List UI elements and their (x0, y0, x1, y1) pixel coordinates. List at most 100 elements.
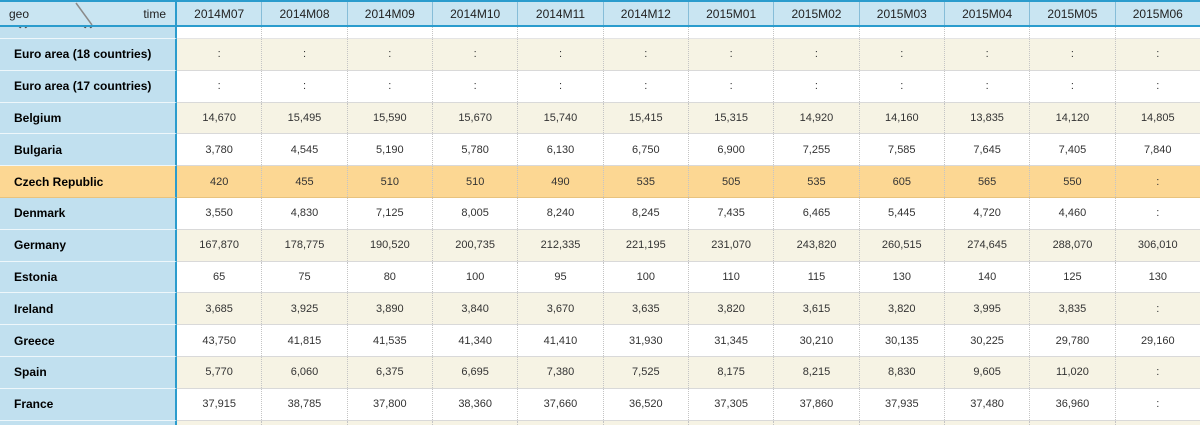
table-cell: : (217, 48, 221, 61)
column-header-2015M06[interactable]: 2015M06 (1114, 2, 1200, 25)
table-cell: 8,240 (517, 197, 602, 229)
table-cell: 30,225 (943, 325, 1029, 356)
empty-cell (346, 27, 432, 38)
table-cell: 6,375 (346, 356, 432, 388)
table-row: Czech Republic 420 455 510 510 490 535 505 535 60… (0, 166, 1200, 198)
table-cell: 8,830 (858, 356, 944, 388)
row-label[interactable]: Euro area (17 countries) (0, 70, 177, 103)
table-cell: 7,435 (687, 197, 773, 229)
table-cell: : (1029, 70, 1114, 102)
row-label[interactable]: Estonia (0, 261, 177, 294)
column-header-2014M08[interactable]: 2014M08 (261, 2, 346, 25)
table-cell: 15,670 (431, 102, 517, 134)
table-cell: 31,345 (687, 325, 773, 356)
table-cell: 38,785 (261, 388, 346, 420)
table-cell: 3,890 (346, 293, 432, 325)
empty-cell (773, 27, 858, 38)
row-label[interactable]: Germany (0, 229, 177, 262)
row-label[interactable]: Greece (0, 325, 177, 357)
table-row: Estonia 65 75 80 100 95 100 110 115 130 140 125 130 (0, 261, 1200, 294)
empty-cell (773, 420, 858, 425)
table-cell: 243,820 (773, 229, 858, 261)
table-cell: 100 (431, 261, 517, 293)
table-cell: 41,535 (346, 325, 432, 356)
table-cell: 4,830 (261, 197, 346, 229)
table-cell: 37,305 (687, 388, 773, 420)
column-header-2014M10[interactable]: 2014M10 (431, 2, 517, 25)
table-cell: 41,410 (517, 325, 602, 356)
empty-cell (687, 27, 773, 38)
table-cell: 221,195 (602, 229, 688, 261)
row-label[interactable]: Spain (0, 356, 177, 389)
column-header-2014M07[interactable]: 2014M07 (194, 6, 245, 21)
table-cell: : (1114, 197, 1200, 229)
row-label[interactable]: France (0, 388, 177, 421)
column-header-2015M04[interactable]: 2015M04 (943, 2, 1029, 25)
row-label[interactable]: Ireland (0, 293, 177, 326)
table-cell: 37,480 (943, 388, 1029, 420)
table-cell: 8,005 (431, 197, 517, 229)
table-cell: 75 (261, 261, 346, 293)
geo-time-corner-cell[interactable]: geo time (0, 2, 177, 25)
table-cell: 36,960 (1029, 388, 1114, 420)
column-header-2015M01[interactable]: 2015M01 (687, 2, 773, 25)
column-header-2015M02[interactable]: 2015M02 (773, 2, 858, 25)
table-cell: 6,465 (773, 197, 858, 229)
row-data: 167,870 178,775 190,520 200,735 212,335 221,1… (177, 229, 1200, 262)
table-cell: 535 (602, 166, 688, 197)
empty-cell (687, 420, 773, 425)
empty-cell (602, 27, 688, 38)
table-cell: : (431, 39, 517, 70)
empty-cell (177, 27, 261, 38)
table-cell: 420 (209, 175, 229, 188)
table-cell: 36,520 (602, 388, 688, 420)
empty-cell (602, 420, 688, 425)
table-cell: 535 (773, 166, 858, 197)
table-cell: : (858, 70, 944, 102)
table-header-row: geo time 2014M07 2014M08 2014M09 2014M10 201… (0, 0, 1200, 27)
table-cell: 8,215 (773, 356, 858, 388)
column-header-2015M03[interactable]: 2015M03 (858, 2, 944, 25)
cutoff-mark-icon (83, 27, 93, 32)
table-cell: 8,175 (687, 356, 773, 388)
row-label[interactable]: Euro area (18 countries) (0, 39, 177, 71)
table-cell: 8,245 (602, 197, 688, 229)
table-cell: 510 (346, 166, 432, 197)
table-cell: 110 (687, 261, 773, 293)
table-cell: : (517, 70, 602, 102)
table-cell: 30,210 (773, 325, 858, 356)
row-label[interactable]: Belgium (0, 102, 177, 135)
column-header-2015M05[interactable]: 2015M05 (1029, 2, 1114, 25)
column-header-2014M12[interactable]: 2014M12 (602, 2, 688, 25)
row-label[interactable]: Bulgaria (0, 134, 177, 167)
table-cell: 29,780 (1029, 325, 1114, 356)
empty-cell (1114, 420, 1200, 425)
table-cell: : (431, 70, 517, 102)
table-cell: 130 (858, 261, 944, 293)
table-cell: 29,160 (1114, 325, 1200, 356)
cutoff-row-label (0, 27, 177, 39)
table-cell: : (261, 39, 346, 70)
column-header-2014M11[interactable]: 2014M11 (517, 2, 602, 25)
table-cell: 190,520 (346, 229, 432, 261)
table-row: Belgium 14,670 15,495 15,590 15,670 15,740 15,… (0, 102, 1200, 135)
table-cell: 37,660 (517, 388, 602, 420)
table-cell: 6,750 (602, 134, 688, 166)
table-cell: 6,695 (431, 356, 517, 388)
table-cell: 5,445 (858, 197, 944, 229)
table-cell: 7,405 (1029, 134, 1114, 166)
column-header-2014M09[interactable]: 2014M09 (346, 2, 432, 25)
empty-cell (943, 27, 1029, 38)
row-label[interactable]: Czech Republic (0, 166, 177, 198)
table-cell: 3,995 (943, 293, 1029, 325)
table-cell: 550 (1029, 166, 1114, 197)
table-cell: 6,060 (261, 356, 346, 388)
table-cell: : (858, 39, 944, 70)
table-cell: 7,585 (858, 134, 944, 166)
row-data: 43,750 41,815 41,535 41,340 41,410 31,930 31,3… (177, 325, 1200, 357)
table-cell: 65 (213, 270, 226, 283)
row-data: 420 455 510 510 490 535 505 535 605 565 550: (177, 166, 1200, 198)
table-cell: 15,590 (346, 102, 432, 134)
row-label[interactable]: Denmark (0, 197, 177, 230)
